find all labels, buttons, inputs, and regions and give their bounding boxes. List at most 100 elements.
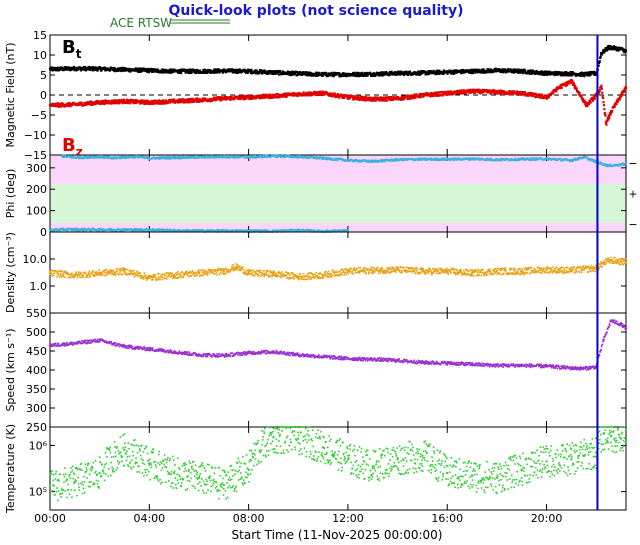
data-point bbox=[298, 73, 301, 76]
data-point bbox=[81, 157, 84, 160]
data-point bbox=[390, 158, 393, 161]
series-label-subscript: t bbox=[76, 47, 82, 61]
data-point bbox=[532, 70, 535, 73]
data-point bbox=[609, 112, 613, 115]
data-point bbox=[146, 229, 149, 232]
data-point bbox=[306, 157, 309, 159]
data-point bbox=[84, 156, 86, 159]
data-point bbox=[282, 229, 284, 232]
data-point bbox=[378, 71, 381, 75]
data-point bbox=[448, 158, 450, 160]
data-point bbox=[103, 155, 106, 158]
data-point bbox=[459, 92, 462, 95]
data-point bbox=[544, 70, 547, 73]
data-point bbox=[526, 70, 529, 74]
data-point bbox=[594, 159, 596, 162]
data-point bbox=[361, 71, 364, 74]
data-point bbox=[572, 81, 575, 85]
data-point bbox=[454, 158, 456, 160]
data-anchor-point bbox=[110, 157, 114, 160]
data-point bbox=[69, 105, 72, 108]
data-point bbox=[292, 156, 295, 158]
data-point bbox=[269, 94, 272, 97]
data-anchor-point bbox=[172, 69, 176, 73]
data-point bbox=[537, 157, 539, 160]
data-point bbox=[137, 69, 140, 72]
data-point bbox=[173, 228, 176, 231]
data-point bbox=[603, 164, 605, 167]
data-point bbox=[93, 227, 95, 230]
data-point bbox=[138, 228, 141, 230]
data-point bbox=[523, 157, 526, 160]
data-point bbox=[587, 102, 591, 106]
data-point bbox=[369, 71, 372, 74]
data-point bbox=[173, 230, 175, 232]
data-anchor-point bbox=[272, 94, 275, 98]
data-point bbox=[394, 98, 397, 101]
data-point bbox=[100, 155, 103, 158]
data-point bbox=[117, 228, 120, 230]
data-point bbox=[152, 68, 155, 71]
data-point bbox=[275, 72, 279, 75]
data-point bbox=[588, 71, 591, 74]
data-point bbox=[498, 159, 501, 162]
data-point bbox=[613, 48, 616, 51]
data-point bbox=[400, 97, 403, 100]
data-point bbox=[427, 70, 430, 73]
data-point bbox=[282, 94, 285, 97]
data-point bbox=[352, 74, 355, 77]
data-point bbox=[320, 157, 323, 159]
data-point bbox=[174, 229, 177, 232]
data-point bbox=[592, 158, 594, 161]
data-point bbox=[413, 72, 416, 75]
data-point bbox=[304, 155, 307, 158]
data-point bbox=[193, 156, 196, 158]
data-point bbox=[508, 90, 511, 93]
data-point bbox=[232, 156, 235, 159]
data-point bbox=[214, 97, 217, 100]
data-anchor-point bbox=[495, 158, 499, 161]
data-point bbox=[74, 228, 77, 231]
data-point bbox=[453, 72, 456, 75]
data-point bbox=[241, 97, 244, 100]
data-point bbox=[547, 95, 551, 99]
data-point bbox=[405, 158, 408, 160]
data-point bbox=[90, 103, 93, 107]
data-point bbox=[177, 71, 181, 74]
data-point bbox=[359, 161, 361, 163]
data-point bbox=[529, 158, 531, 161]
data-point bbox=[263, 69, 266, 72]
data-point bbox=[91, 156, 94, 159]
data-point bbox=[178, 230, 180, 232]
data-point bbox=[206, 229, 209, 231]
data-point bbox=[329, 158, 332, 160]
data-point bbox=[165, 230, 168, 232]
data-point bbox=[112, 157, 115, 160]
data-anchor-point bbox=[570, 159, 573, 162]
data-point bbox=[621, 163, 624, 166]
data-point bbox=[267, 229, 269, 232]
data-point bbox=[213, 155, 215, 158]
data-point bbox=[283, 229, 286, 231]
data-point bbox=[362, 74, 366, 78]
data-point bbox=[528, 159, 531, 162]
data-point bbox=[599, 55, 602, 59]
data-anchor-point bbox=[495, 69, 499, 72]
data-point bbox=[309, 228, 312, 231]
data-point bbox=[613, 105, 616, 108]
data-point bbox=[195, 100, 198, 103]
data-anchor-point bbox=[570, 79, 573, 83]
data-point bbox=[88, 65, 91, 69]
data-point bbox=[597, 161, 600, 163]
data-point bbox=[263, 230, 265, 233]
data-point bbox=[391, 98, 395, 101]
data-point bbox=[443, 72, 446, 75]
data-point bbox=[550, 159, 552, 161]
data-point bbox=[59, 229, 62, 232]
data-point bbox=[441, 159, 443, 162]
data-point bbox=[290, 155, 292, 157]
data-point bbox=[64, 154, 67, 157]
data-point bbox=[171, 157, 173, 159]
data-point bbox=[189, 229, 191, 232]
